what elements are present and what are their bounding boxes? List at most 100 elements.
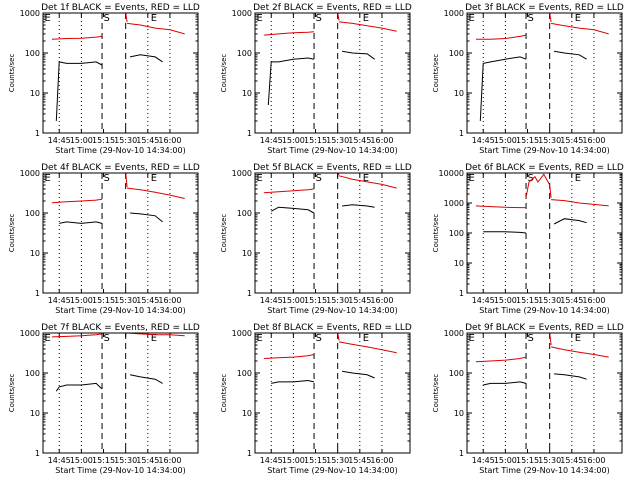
y-axis-label: Counts/sec <box>220 214 228 253</box>
y-tick-label: 1 <box>247 129 252 138</box>
flag-label: E <box>363 173 369 184</box>
panel-title: Det 1f BLACK = Events, RED = LLD <box>41 3 200 13</box>
series-events-line <box>554 373 587 380</box>
series-lld-line <box>127 187 185 199</box>
x-tick-label: 15:45 <box>136 456 159 465</box>
panel-det-7f: Det 7f BLACK = Events, RED = LLD 1 10 100 10… <box>8 323 200 475</box>
series-lld-line <box>339 21 397 32</box>
panel-title: Det 4f BLACK = Events, RED = LLD <box>41 163 200 173</box>
flag-label: E <box>151 13 157 24</box>
y-tick-label: 1000 <box>232 329 252 338</box>
flag-label: S <box>316 13 322 24</box>
flag-label: E <box>44 13 50 24</box>
x-tick-label: 16:00 <box>370 296 393 305</box>
x-tick-label: 14:45 <box>472 136 495 145</box>
panel-det-2f: Det 2f BLACK = Events, RED = LLD 1 10 100 10… <box>220 3 412 155</box>
y-tick-label: 10 <box>454 409 464 418</box>
y-axis-label: Counts/sec <box>432 374 440 413</box>
y-axis-label: Counts/sec <box>432 54 440 93</box>
x-tick-label: 15:00 <box>282 296 305 305</box>
series-events-line <box>553 218 587 225</box>
y-axis-label: Counts/sec <box>220 374 228 413</box>
x-axis-label: Start Time (29-Nov-10 14:34:00) <box>479 466 609 475</box>
flag-label: E <box>575 333 581 344</box>
y-tick-label: 1 <box>35 289 40 298</box>
series-events-line <box>270 206 315 214</box>
y-tick-label: 100 <box>25 209 40 218</box>
series-lld-line <box>339 341 397 354</box>
y-tick-label: 10 <box>30 249 40 258</box>
flag-label: E <box>44 333 50 344</box>
flag-label: S <box>316 173 322 184</box>
panel-title: Det 2f BLACK = Events, RED = LLD <box>253 3 412 13</box>
series-events-line <box>554 50 587 60</box>
y-tick-label: 1000 <box>232 169 252 178</box>
y-tick-label: 1 <box>35 129 40 138</box>
x-tick-label: 15:00 <box>494 456 517 465</box>
x-axis-label: Start Time (29-Nov-10 14:34:00) <box>479 306 609 315</box>
x-tick-label: 15:45 <box>560 296 583 305</box>
y-tick-label: 10 <box>454 89 464 98</box>
series-events-line <box>483 231 527 234</box>
x-tick-label: 14:45 <box>260 296 283 305</box>
x-tick-label: 15:30 <box>538 456 561 465</box>
x-tick-label: 15:00 <box>282 456 305 465</box>
panel-det-4f: Det 4f BLACK = Events, RED = LLD 1 10 100 10… <box>8 163 200 315</box>
panel-det-3f: Det 3f BLACK = Events, RED = LLD 1 10 100 10… <box>432 3 624 155</box>
y-axis-label: Counts/sec <box>8 374 16 413</box>
x-axis-label: Start Time (29-Nov-10 14:34:00) <box>55 466 185 475</box>
series-lld-line <box>338 175 397 189</box>
x-tick-label: 16:00 <box>582 136 605 145</box>
series-events-line <box>342 50 375 60</box>
series-events-line <box>342 204 375 208</box>
flag-label: S <box>104 333 110 344</box>
series-lld-line <box>525 173 552 198</box>
y-tick-label: 100 <box>25 369 40 378</box>
flag-label: S <box>528 13 534 24</box>
x-tick-label: 15:30 <box>114 136 137 145</box>
x-tick-label: 16:00 <box>158 296 181 305</box>
flag-label: E <box>468 13 474 24</box>
y-tick-label: 1 <box>247 289 252 298</box>
series-events-line <box>267 57 315 106</box>
y-tick-label: 1 <box>459 129 464 138</box>
series-lld-line <box>263 188 315 194</box>
flag-label: S <box>104 173 110 184</box>
y-tick-label: 100 <box>449 49 464 58</box>
panel-title: Det 9f BLACK = Events, RED = LLD <box>465 323 624 333</box>
x-tick-label: 15:00 <box>70 456 93 465</box>
x-axis-label: Start Time (29-Nov-10 14:34:00) <box>55 146 185 155</box>
flag-label: E <box>575 13 581 24</box>
x-tick-label: 14:45 <box>48 136 71 145</box>
series-events-line <box>271 379 315 384</box>
x-axis-label: Start Time (29-Nov-10 14:34:00) <box>55 306 185 315</box>
x-tick-label: 15:00 <box>70 296 93 305</box>
y-tick-label: 100 <box>25 49 40 58</box>
x-tick-label: 15:30 <box>326 136 349 145</box>
y-tick-label: 1000 <box>444 329 464 338</box>
x-tick-label: 15:45 <box>560 136 583 145</box>
y-tick-label: 1000 <box>232 9 252 18</box>
flag-label: E <box>256 333 262 344</box>
y-tick-label: 1000 <box>444 199 464 208</box>
series-events-line <box>483 381 527 386</box>
x-tick-label: 14:45 <box>260 136 283 145</box>
x-tick-label: 15:45 <box>136 296 159 305</box>
series-lld-line <box>475 34 527 40</box>
x-tick-label: 15:15 <box>304 456 327 465</box>
x-tick-label: 16:00 <box>582 296 605 305</box>
x-tick-label: 15:15 <box>92 456 115 465</box>
y-tick-label: 100 <box>449 229 464 238</box>
x-tick-label: 14:45 <box>48 296 71 305</box>
x-tick-label: 15:15 <box>516 296 539 305</box>
x-tick-label: 16:00 <box>158 136 181 145</box>
series-lld-line <box>51 198 103 204</box>
panel-det-1f: Det 1f BLACK = Events, RED = LLD 1 10 100 10… <box>8 3 200 155</box>
x-tick-label: 15:30 <box>538 296 561 305</box>
y-tick-label: 1 <box>459 449 464 458</box>
series-lld-line <box>551 22 609 35</box>
x-axis-label: Start Time (29-Nov-10 14:34:00) <box>267 306 397 315</box>
flag-label: S <box>528 333 534 344</box>
x-tick-label: 14:45 <box>48 456 71 465</box>
